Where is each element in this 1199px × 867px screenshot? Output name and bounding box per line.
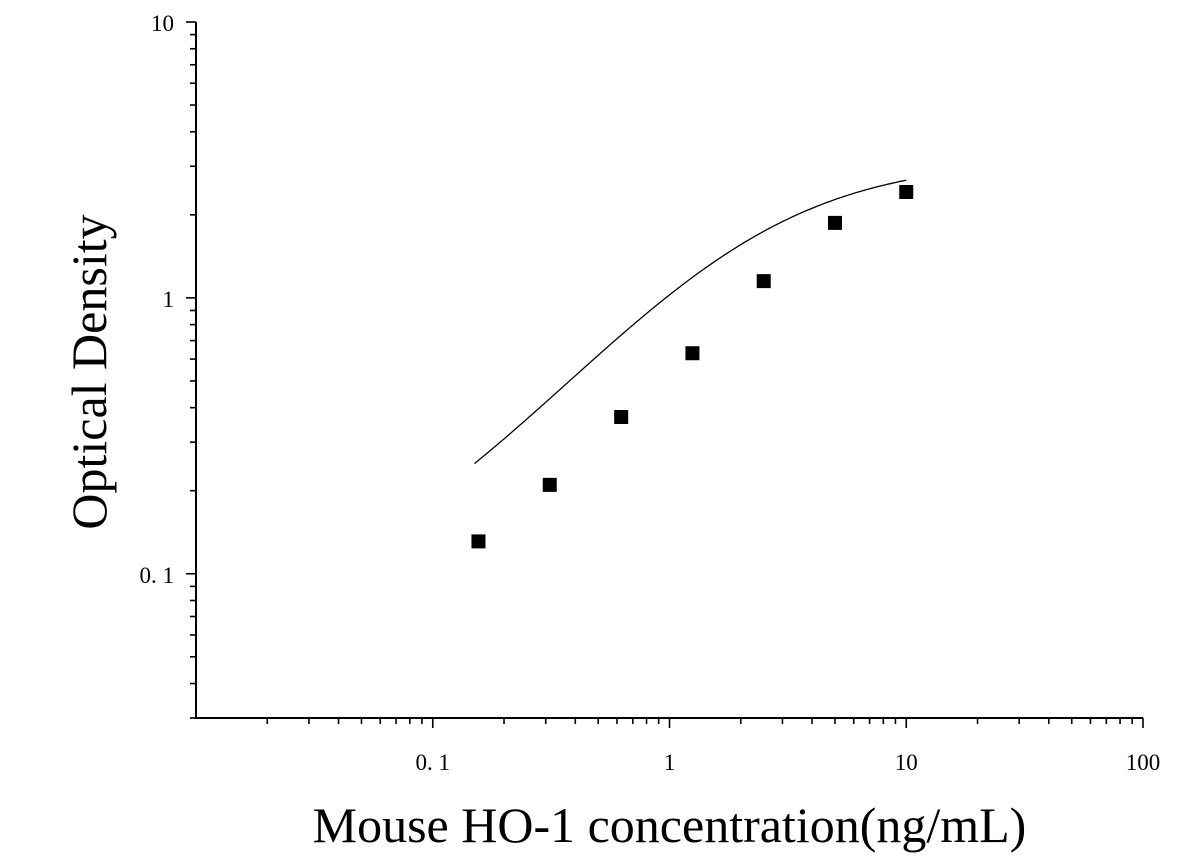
axes: 0. 1 1 10 0. 1 1 10 100: [140, 11, 1161, 775]
data-points: [471, 184, 914, 549]
data-point: [827, 215, 842, 230]
data-point: [471, 534, 486, 549]
x-axis-ticks: [266, 718, 1144, 728]
data-point: [899, 184, 914, 199]
y-axis-tick-labels: 0. 1 1 10: [140, 11, 175, 588]
y-tick-label: 10: [151, 11, 174, 36]
x-tick-label: 10: [895, 750, 918, 775]
y-axis-ticks: [186, 21, 196, 719]
y-axis-title: Optical Density: [61, 214, 117, 529]
fit-curve: [474, 179, 907, 465]
y-tick-label: 0. 1: [140, 563, 175, 588]
x-axis-tick-labels: 0. 1 1 10 100: [416, 750, 1161, 775]
x-axis-title: Mouse HO-1 concentration(ng/mL): [313, 797, 1027, 853]
data-point: [756, 274, 771, 289]
x-tick-label: 100: [1126, 750, 1161, 775]
data-point: [542, 477, 557, 492]
x-tick-label: 1: [664, 750, 676, 775]
data-point: [614, 409, 629, 424]
data-point: [685, 346, 700, 361]
y-tick-label: 1: [163, 287, 175, 312]
x-tick-label: 0. 1: [416, 750, 451, 775]
